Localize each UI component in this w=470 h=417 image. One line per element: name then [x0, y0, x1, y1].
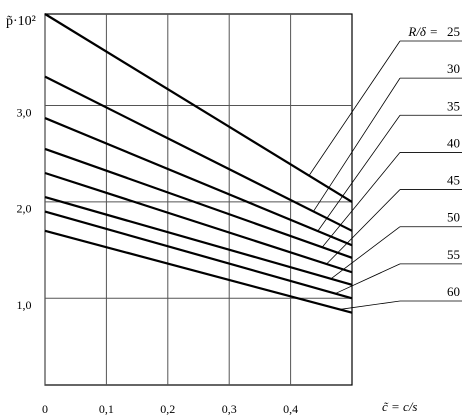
series-line — [44, 13, 353, 203]
legend-label: 50 — [447, 210, 460, 225]
y-tick-label: 1,0 — [17, 298, 32, 312]
x-tick-label: 0 — [42, 402, 48, 416]
x-axis-label: c̃ = c/s — [382, 399, 417, 414]
legend-label: 40 — [447, 135, 460, 150]
leader-line — [313, 77, 401, 212]
legend-label: 30 — [447, 61, 460, 76]
leader-line — [308, 40, 401, 176]
series-line — [44, 171, 353, 274]
leader-line — [321, 152, 401, 248]
x-tick-label: 0,2 — [160, 402, 175, 416]
leader-line — [335, 263, 401, 294]
series-line — [44, 210, 353, 300]
y-tick-label: 3,0 — [17, 105, 32, 119]
legend-label: 60 — [447, 284, 460, 299]
plot-frame — [44, 13, 353, 386]
leader-line — [330, 226, 401, 280]
legend-label: 55 — [447, 247, 460, 262]
x-tick-label: 0,1 — [99, 402, 114, 416]
series-line — [44, 75, 353, 232]
legend-label: 25 — [447, 24, 460, 39]
y-axis-label: p̃·10² — [6, 14, 36, 29]
series-line — [44, 196, 353, 286]
x-tick-label: 0,4 — [283, 402, 298, 416]
series-line — [44, 147, 353, 259]
legend-label: 35 — [447, 98, 460, 113]
leader-line — [326, 189, 401, 265]
series-line — [44, 229, 353, 314]
x-tick-label: 0,3 — [222, 402, 237, 416]
series-line — [44, 117, 353, 247]
y-tick-label: 2,0 — [17, 202, 32, 216]
leader-line — [317, 115, 401, 232]
leader-line — [339, 300, 401, 310]
legend-title: R/δ = — [407, 24, 438, 39]
legend-label: 45 — [447, 173, 460, 188]
